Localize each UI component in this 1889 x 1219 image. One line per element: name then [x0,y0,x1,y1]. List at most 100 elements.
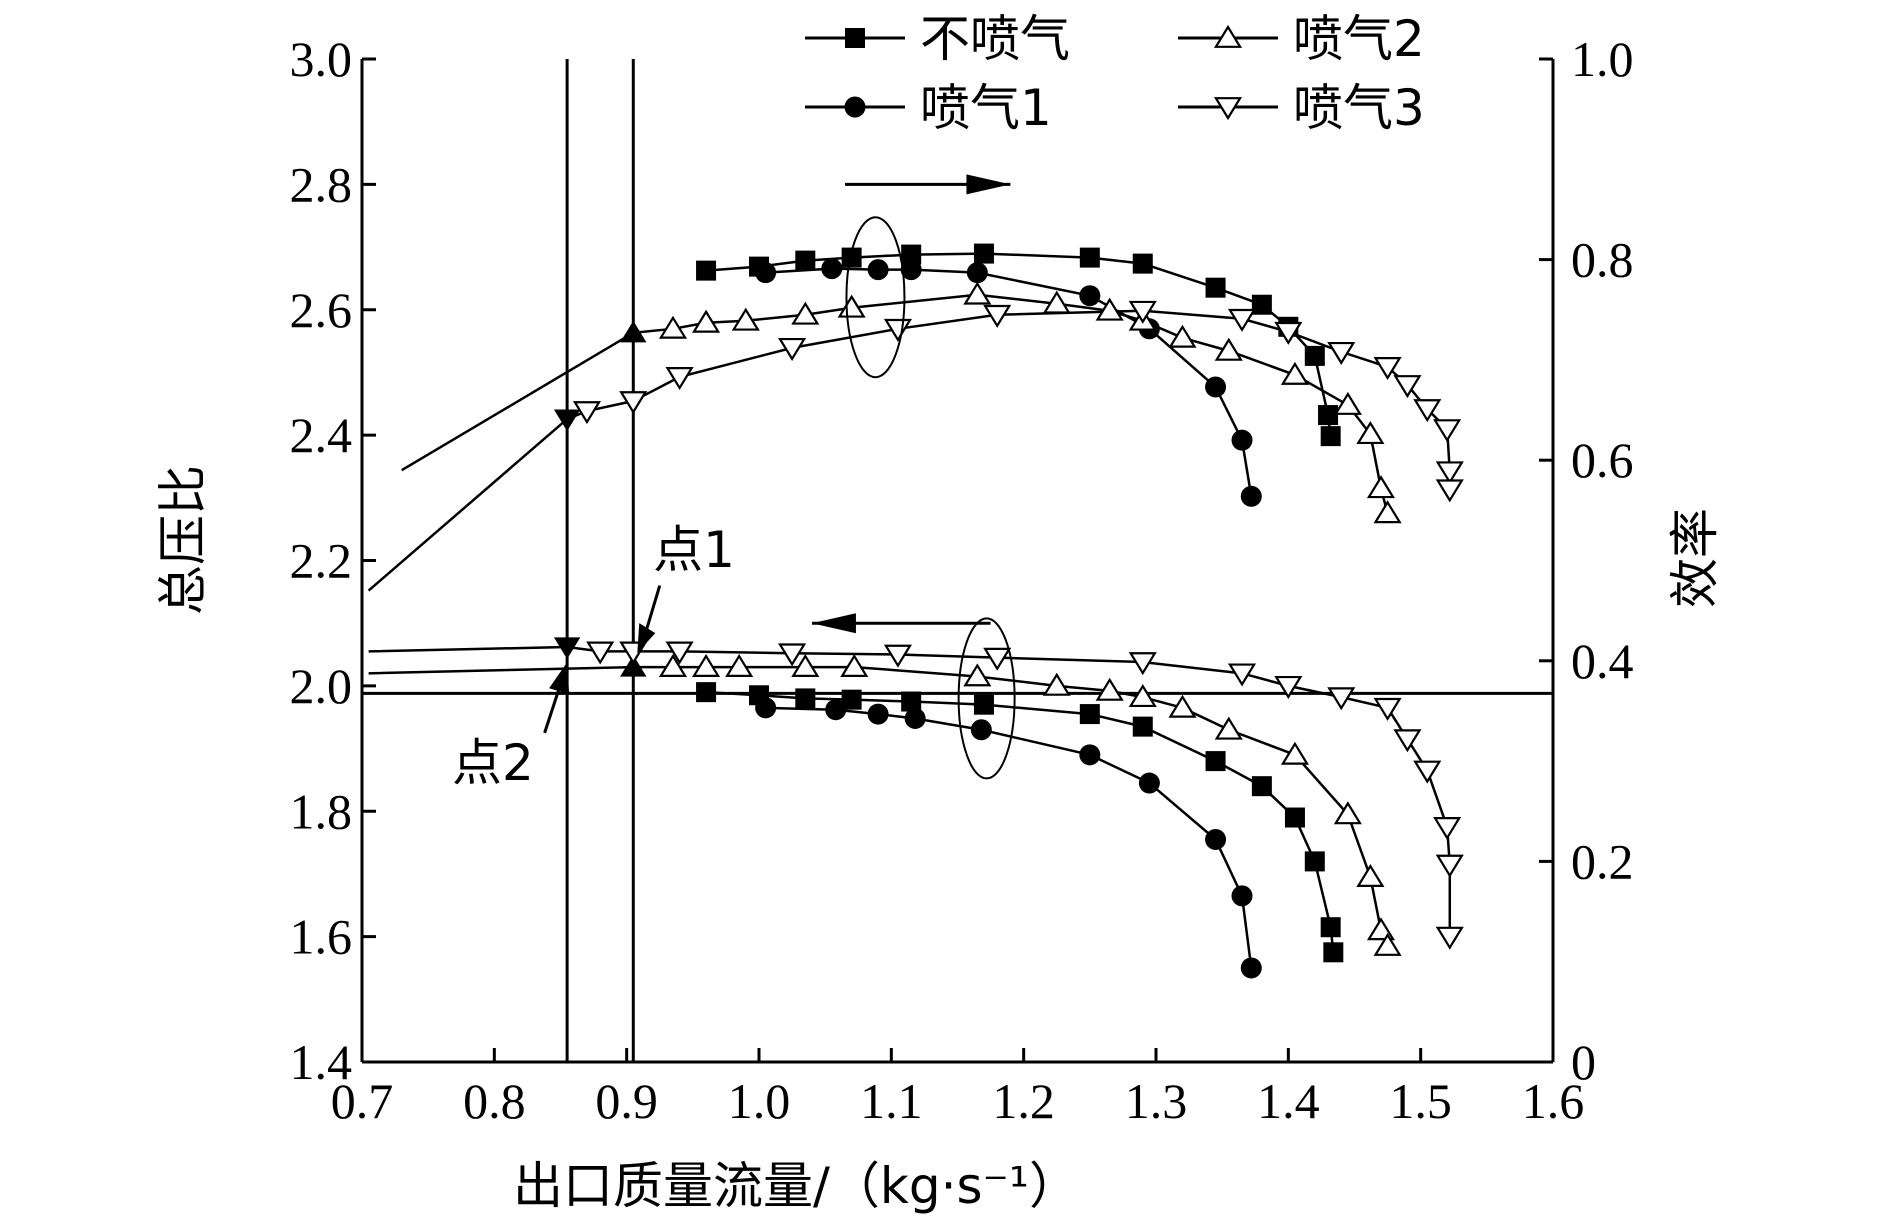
series-2-efficiency-point [1333,391,1362,415]
series-3-efficiency-point [983,304,1012,328]
x-tick-label: 0.8 [463,1073,526,1129]
series-0-pressure_ratio-point [901,691,922,712]
series-2-efficiency-point [1095,297,1124,321]
pressure-group-ellipse [957,617,1016,780]
series-2-efficiency-point [1366,475,1396,499]
series-3-efficiency-point [1373,357,1402,381]
series-2-efficiency-point [1280,361,1310,385]
x-axis-title: 出口质量流量/（kg·s⁻¹） [513,1157,1079,1215]
series-0-efficiency-point [795,250,816,271]
series-2-pressure_ratio-point [963,663,992,687]
y-left-tick-label: 1.6 [290,909,353,965]
series-3-pressure_ratio-point [1274,675,1303,699]
series-3-efficiency-line [367,309,1452,592]
series-1-efficiency-point [900,259,922,281]
series-1-pressure_ratio-point [867,703,889,725]
y-left-tick-label: 1.8 [290,783,353,839]
series-0-pressure_ratio-point [841,689,862,710]
series-1-efficiency-point [1231,429,1253,451]
series-3-efficiency-point [883,318,913,342]
x-tick-label: 0.7 [331,1073,394,1129]
series-2-efficiency-point [620,320,647,343]
series-1-pressure_ratio-point [904,707,926,729]
x-tick-label: 1.2 [992,1073,1055,1129]
point2-arrow-head [549,662,570,695]
series-0-efficiency-point [1318,405,1339,426]
series-3-pressure_ratio-point [1373,697,1402,721]
y-left-tick-label: 2.0 [290,658,353,714]
efficiency-group-ellipse [845,216,906,379]
series-0-pressure_ratio-point [1284,807,1305,828]
series-2-pressure_ratio-point [692,653,721,677]
legend-label: 喷气3 [1293,79,1425,137]
series-2-pressure_ratio-point [620,655,647,677]
series-1-pressure_ratio-point [825,699,847,721]
series-0-pressure_ratio-point [795,688,816,709]
series-0-efficiency-point [1320,426,1341,447]
point1-arrow-head [637,623,656,654]
series-0-pressure_ratio-point [1079,704,1100,725]
series-1-efficiency-point [821,258,843,280]
series-3-efficiency-point [572,401,602,425]
legend-label: 喷气2 [1293,10,1425,68]
x-tick-label: 1.3 [1125,1073,1188,1129]
axes [360,59,1555,1064]
series-3-efficiency-point [1274,321,1303,345]
y-left-tick-label: 2.4 [290,407,353,463]
series-0-pressure_ratio-point [1323,942,1344,963]
series-3-efficiency-point [619,391,648,415]
x-tick-label: 1.1 [860,1073,923,1129]
series-1-efficiency-point [755,262,777,284]
series-2-pressure_ratio-point [1128,684,1157,708]
series-3-pressure_ratio-point [586,641,615,665]
series-2-pressure_ratio-point [725,653,754,677]
series-0-efficiency-point [1079,247,1100,268]
series-1-pressure_ratio-point [1079,744,1101,766]
series-2-efficiency-point [837,294,866,318]
series-3-efficiency-point [1413,399,1442,423]
series-2-efficiency-point [1214,337,1243,361]
series-3-efficiency-point [1227,308,1257,332]
series-0-pressure_ratio-point [1304,851,1325,872]
series-0-pressure_ratio-point [973,694,994,715]
series-2-pressure_ratio-point [1373,932,1402,956]
series-2-efficiency-point [1042,290,1071,314]
series-1-pressure_ratio-line [765,706,1253,969]
series-3-efficiency-point [1128,300,1157,324]
point1-label: 点1 [653,521,735,579]
series-3-pressure_ratio-point [883,644,913,668]
annotations: 点1 点2 [452,174,1016,792]
y-left-tick-label: 2.2 [290,533,353,589]
series-2-efficiency-point [1356,421,1385,445]
legend-label: 喷气1 [920,79,1052,137]
series-2-pressure_ratio-point [840,653,869,677]
series-0-pressure_ratio-line [705,690,1335,953]
series-2-pressure_ratio-point [1042,672,1071,696]
series-2-efficiency-point [963,281,992,305]
y-right-tick-label: 0.2 [1571,833,1634,889]
series-2-pressure_ratio-point [658,653,688,677]
legend-marker [844,96,866,118]
series-0-efficiency-point [1304,345,1325,366]
series-3-pressure_ratio-point [1433,817,1462,841]
x-tick-label: 1.0 [728,1073,791,1129]
y-right-tick-label: 1.0 [1571,31,1634,87]
series-1-pressure_ratio-point [1240,957,1262,979]
series-2-pressure_ratio-point [1280,741,1310,765]
series-3-pressure_ratio-point [1435,854,1464,878]
series-curves [367,252,1452,969]
series-3-pressure_ratio-point [1128,652,1157,676]
series-1-pressure_ratio-point [1205,828,1227,850]
series-1-pressure_ratio-point [970,719,992,741]
y-left-tick-label: 1.4 [290,1034,353,1090]
series-2-efficiency-point [791,301,820,325]
series-3-pressure_ratio-point [553,637,581,660]
series-3-pressure_ratio-point [1435,926,1464,950]
series-1-efficiency-point [1240,485,1262,507]
series-3-efficiency-point [778,337,807,361]
series-2-pressure_ratio-point [1356,863,1385,887]
y-left-axis-title: 总压比 [154,465,212,615]
x-tick-label: 0.9 [595,1073,658,1129]
series-markers [553,243,1464,979]
